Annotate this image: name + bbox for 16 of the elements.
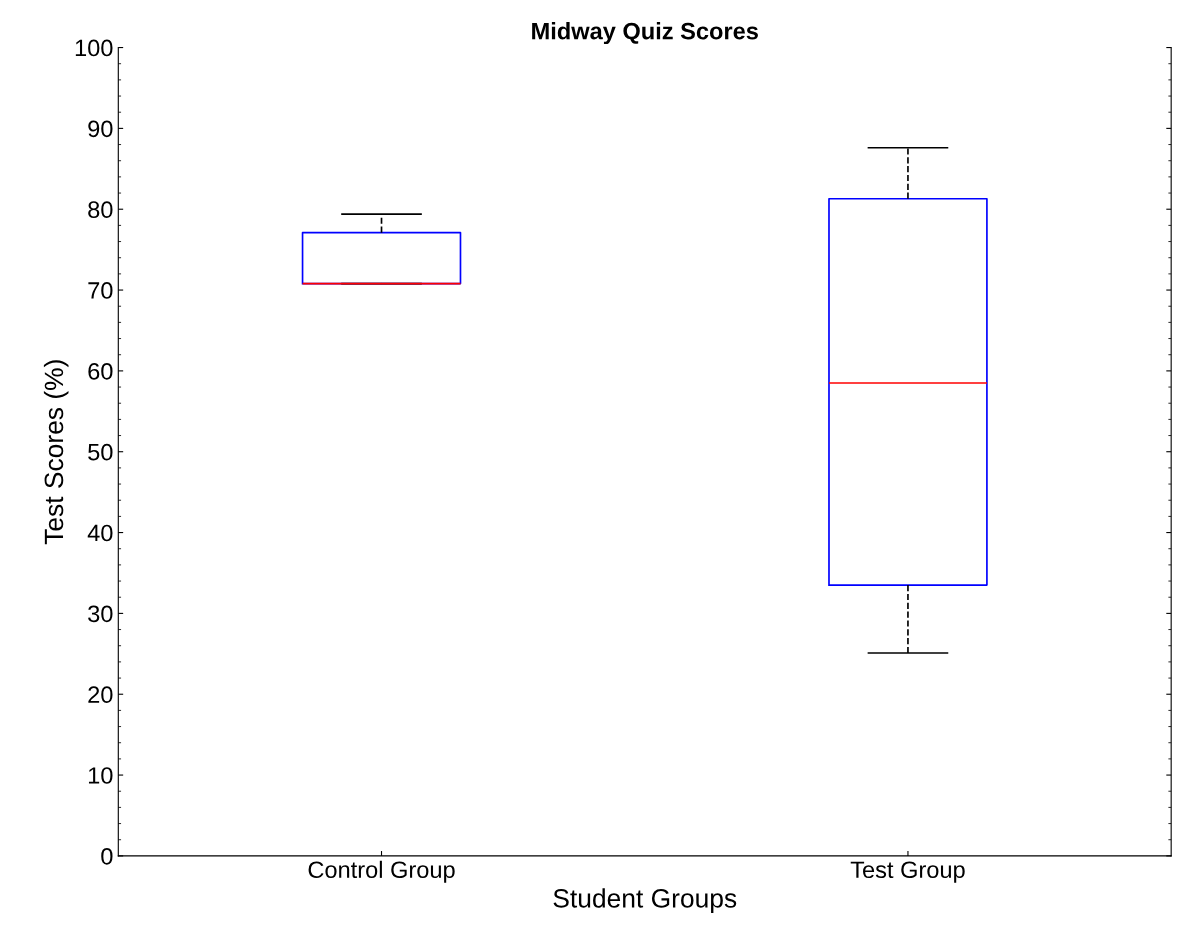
y-tick-label: 80	[88, 201, 113, 219]
y-tick-label: 10	[88, 767, 113, 784]
y-tick-label: 60	[88, 362, 113, 380]
y-tick-label: 30	[88, 605, 113, 623]
y-tick-label: 100	[75, 39, 113, 57]
y-tick-label: 20	[88, 686, 113, 704]
x-tick-label: Test Group	[850, 861, 965, 883]
chart-title: Midway Quiz Scores	[532, 22, 758, 45]
y-tick-label: 0	[101, 847, 113, 865]
x-tick-label: Control Group	[308, 860, 455, 883]
y-tick-label: 90	[88, 120, 113, 138]
y-tick-label: 40	[87, 524, 113, 542]
y-axis-title: Test Scores (%)	[43, 360, 69, 545]
y-tick-label: 50	[88, 443, 113, 461]
y-tick-label: 70	[88, 282, 113, 299]
x-axis-title: Student Groups	[553, 888, 737, 913]
